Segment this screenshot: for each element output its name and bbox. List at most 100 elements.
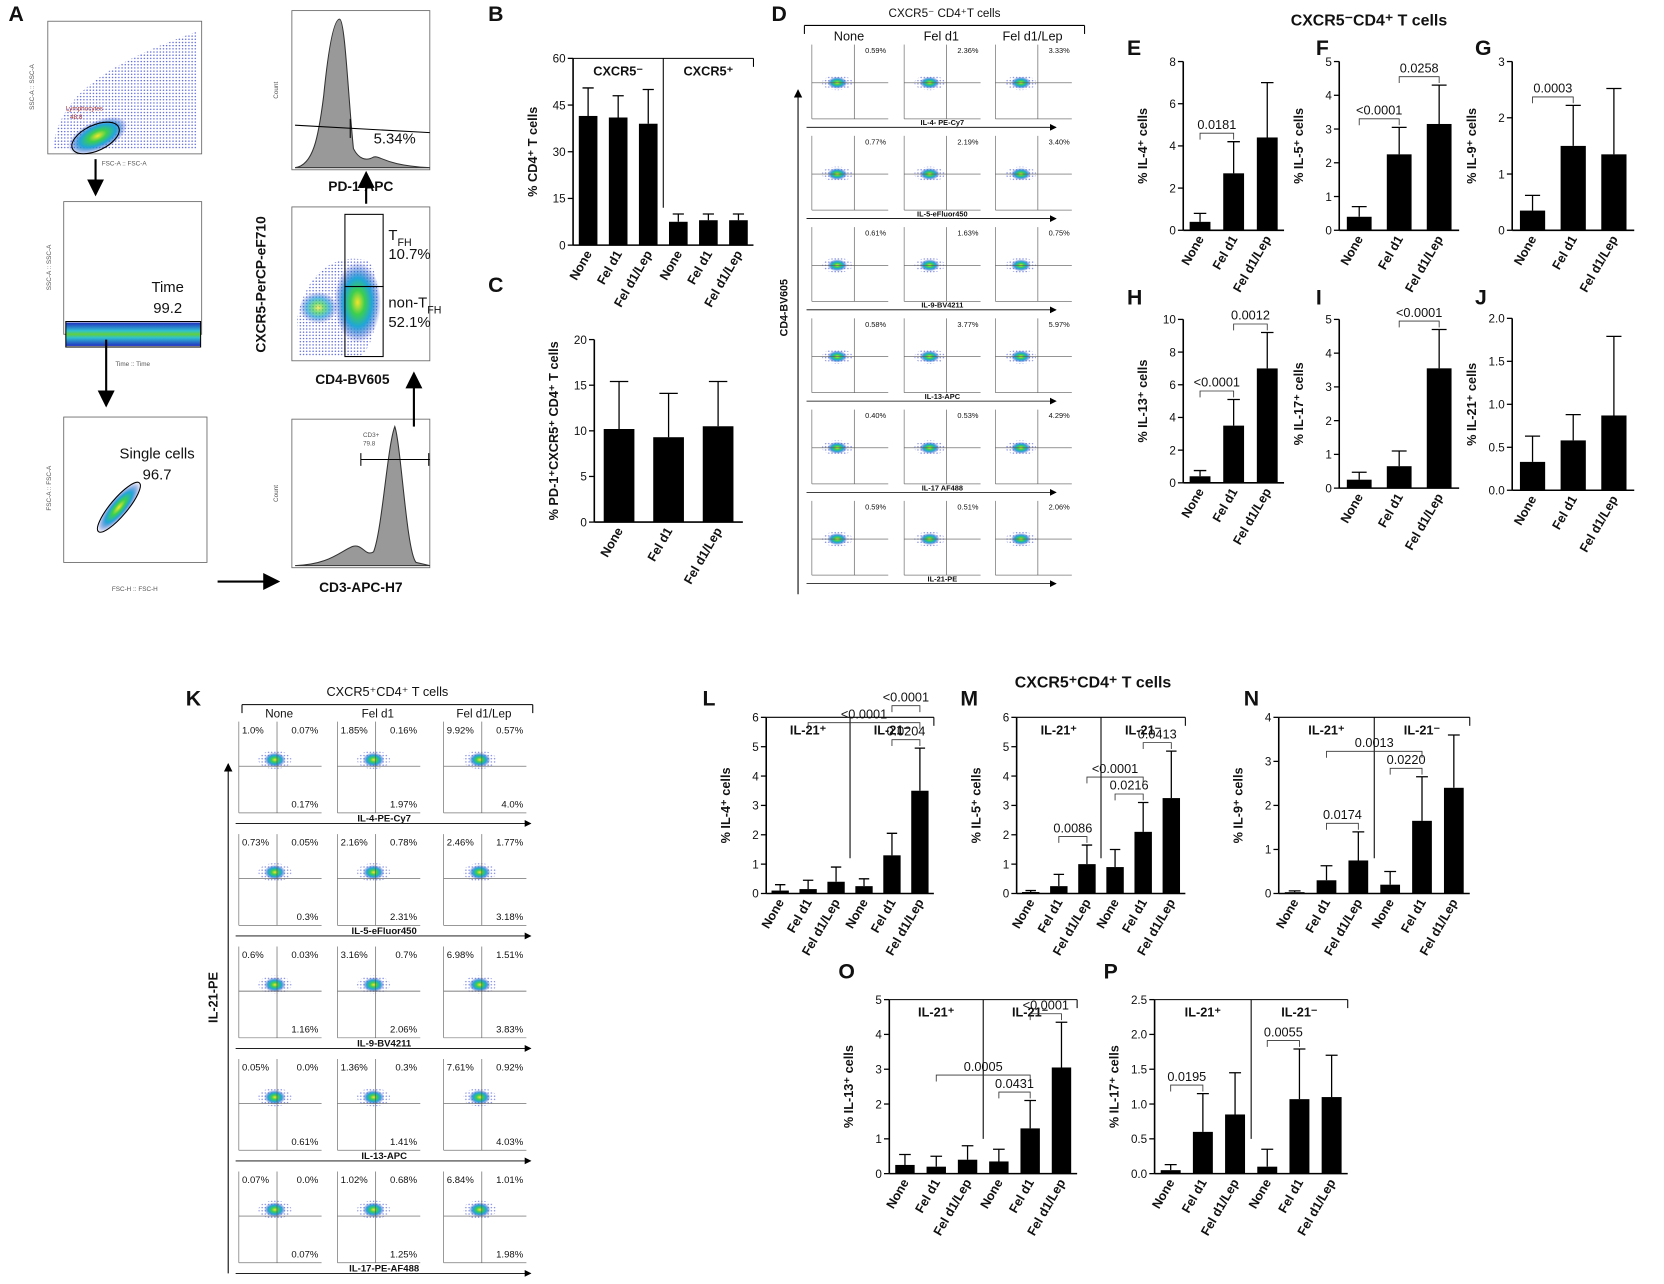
x-tick-label: Fel d1/Lep <box>1576 493 1621 555</box>
x-tick-label: Fel d1 <box>1178 1176 1209 1215</box>
column-label: Fel d1/Lep <box>1003 28 1063 43</box>
quadrant-value: 0.61% <box>865 229 886 238</box>
bar <box>1223 425 1245 483</box>
y-axis-label: % CD4⁺ T cells <box>525 107 540 197</box>
panel-title: CXCR5⁻ CD4⁺T cells <box>889 7 1001 20</box>
quadrant-value: 0.58% <box>865 320 886 329</box>
error-bar <box>1137 801 1149 832</box>
y-axis-label: % IL-9⁺ cells <box>1464 108 1479 184</box>
quadrant-value: 1.36% <box>341 1063 369 1074</box>
y-axis-label: % IL-9⁺ cells <box>1231 767 1246 843</box>
quadrant-value: 3.16% <box>341 950 369 961</box>
quadrant-value: 0.3% <box>395 1063 417 1074</box>
x-tick-label: None <box>1510 493 1539 528</box>
error-bar <box>886 832 898 856</box>
density <box>362 752 385 768</box>
p-value: 0.0055 <box>1264 1024 1303 1039</box>
p-value: <0.0001 <box>1194 375 1240 390</box>
significance-bracket <box>1086 776 1144 784</box>
density <box>468 1089 491 1105</box>
density <box>264 977 286 993</box>
quadrant-value: 4.0% <box>501 800 523 811</box>
error-bar <box>1391 450 1407 467</box>
significance-bracket <box>1326 750 1423 758</box>
p-value: 0.0413 <box>1138 726 1177 741</box>
bar <box>1134 831 1152 894</box>
quadrant-value: 0.07% <box>291 725 319 736</box>
error-bar <box>1293 1048 1306 1100</box>
group-label: IL-21⁻ <box>1125 722 1162 737</box>
bar <box>578 115 598 246</box>
error-bar <box>1351 471 1367 480</box>
quadrant-value: 3.77% <box>957 320 978 329</box>
density <box>264 752 286 768</box>
error-bar <box>1524 435 1541 462</box>
x-tick-label: None <box>1178 233 1207 268</box>
x-tick-label: Fel d1 <box>1302 896 1333 935</box>
x-tick-label: Fel d1 <box>1397 896 1428 935</box>
y-tick-label: 60 <box>553 53 566 66</box>
quadrant-value: 1.98% <box>496 1249 524 1260</box>
bar <box>1284 892 1305 894</box>
density-band <box>65 322 201 346</box>
bar <box>608 117 628 246</box>
axis-label: FSC-A :: FSC-A <box>102 161 148 168</box>
p-value: 0.0012 <box>1231 308 1270 323</box>
error-bar <box>1053 873 1065 887</box>
bar <box>1078 864 1096 894</box>
bar <box>1412 820 1432 894</box>
panel-label: A <box>9 3 24 26</box>
y-tick-label: 0 <box>752 888 759 901</box>
bar <box>1443 787 1464 894</box>
bar <box>1426 123 1452 231</box>
error-bar <box>1416 776 1428 821</box>
y-tick-label: 15 <box>574 379 587 392</box>
panel-label: O <box>838 960 855 983</box>
error-bar <box>830 866 842 882</box>
p-value: 0.0086 <box>1053 820 1092 835</box>
bar <box>1256 368 1278 483</box>
gate-subscript: FH <box>427 305 441 317</box>
quadrant-value: 0.6% <box>242 950 264 961</box>
p-value: <0.0001 <box>841 706 887 721</box>
error-bar <box>609 380 629 430</box>
significance-bracket <box>1398 320 1440 328</box>
quadrant-value: 1.51% <box>496 950 524 961</box>
y-tick-label: 1.0 <box>1489 399 1506 412</box>
gate-value: 5.34% <box>374 131 416 147</box>
y-tick-label: 2.0 <box>1489 313 1506 326</box>
y-tick-label: 15 <box>553 193 566 206</box>
y-axis-label: % PD-1⁺CXCR5⁺ CD4⁺ T cells <box>546 341 561 520</box>
bar <box>1189 476 1211 483</box>
density <box>68 116 128 155</box>
density <box>468 1202 491 1218</box>
bar <box>1020 1128 1040 1174</box>
panel-label: H <box>1127 287 1142 310</box>
group-label: IL-21⁺ <box>1041 722 1078 737</box>
error-bar <box>702 213 714 221</box>
y-tick-label: 5 <box>1325 314 1331 327</box>
column-label: None <box>834 28 864 43</box>
error-bar <box>961 1145 974 1160</box>
y-tick-label: 2 <box>875 1098 881 1111</box>
axis-label: IL-4-PE-Cy7 <box>357 813 411 824</box>
error-bar <box>1164 1163 1177 1171</box>
y-axis-label: % IL-13⁺ cells <box>841 1045 856 1128</box>
error-bar <box>1606 87 1622 155</box>
bar <box>668 221 688 246</box>
gate <box>71 121 120 155</box>
y-tick-label: 0 <box>875 1168 882 1181</box>
y-tick-label: 5 <box>580 471 586 484</box>
p-value: 0.0013 <box>1355 735 1394 750</box>
quadrant-value: 3.18% <box>496 912 524 923</box>
x-tick-label: None <box>1337 491 1366 526</box>
histogram <box>294 18 430 169</box>
y-tick-label: 0 <box>559 239 566 252</box>
axis-label: IL-21-PE <box>206 972 221 1023</box>
y-tick-label: 2.0 <box>1131 1029 1148 1042</box>
quadrant-value: 0.77% <box>865 137 886 146</box>
gate <box>65 321 202 348</box>
y-tick-label: 6 <box>1003 712 1009 725</box>
quadrant-value: 2.36% <box>957 46 978 55</box>
y-tick-label: 5 <box>1325 56 1331 69</box>
